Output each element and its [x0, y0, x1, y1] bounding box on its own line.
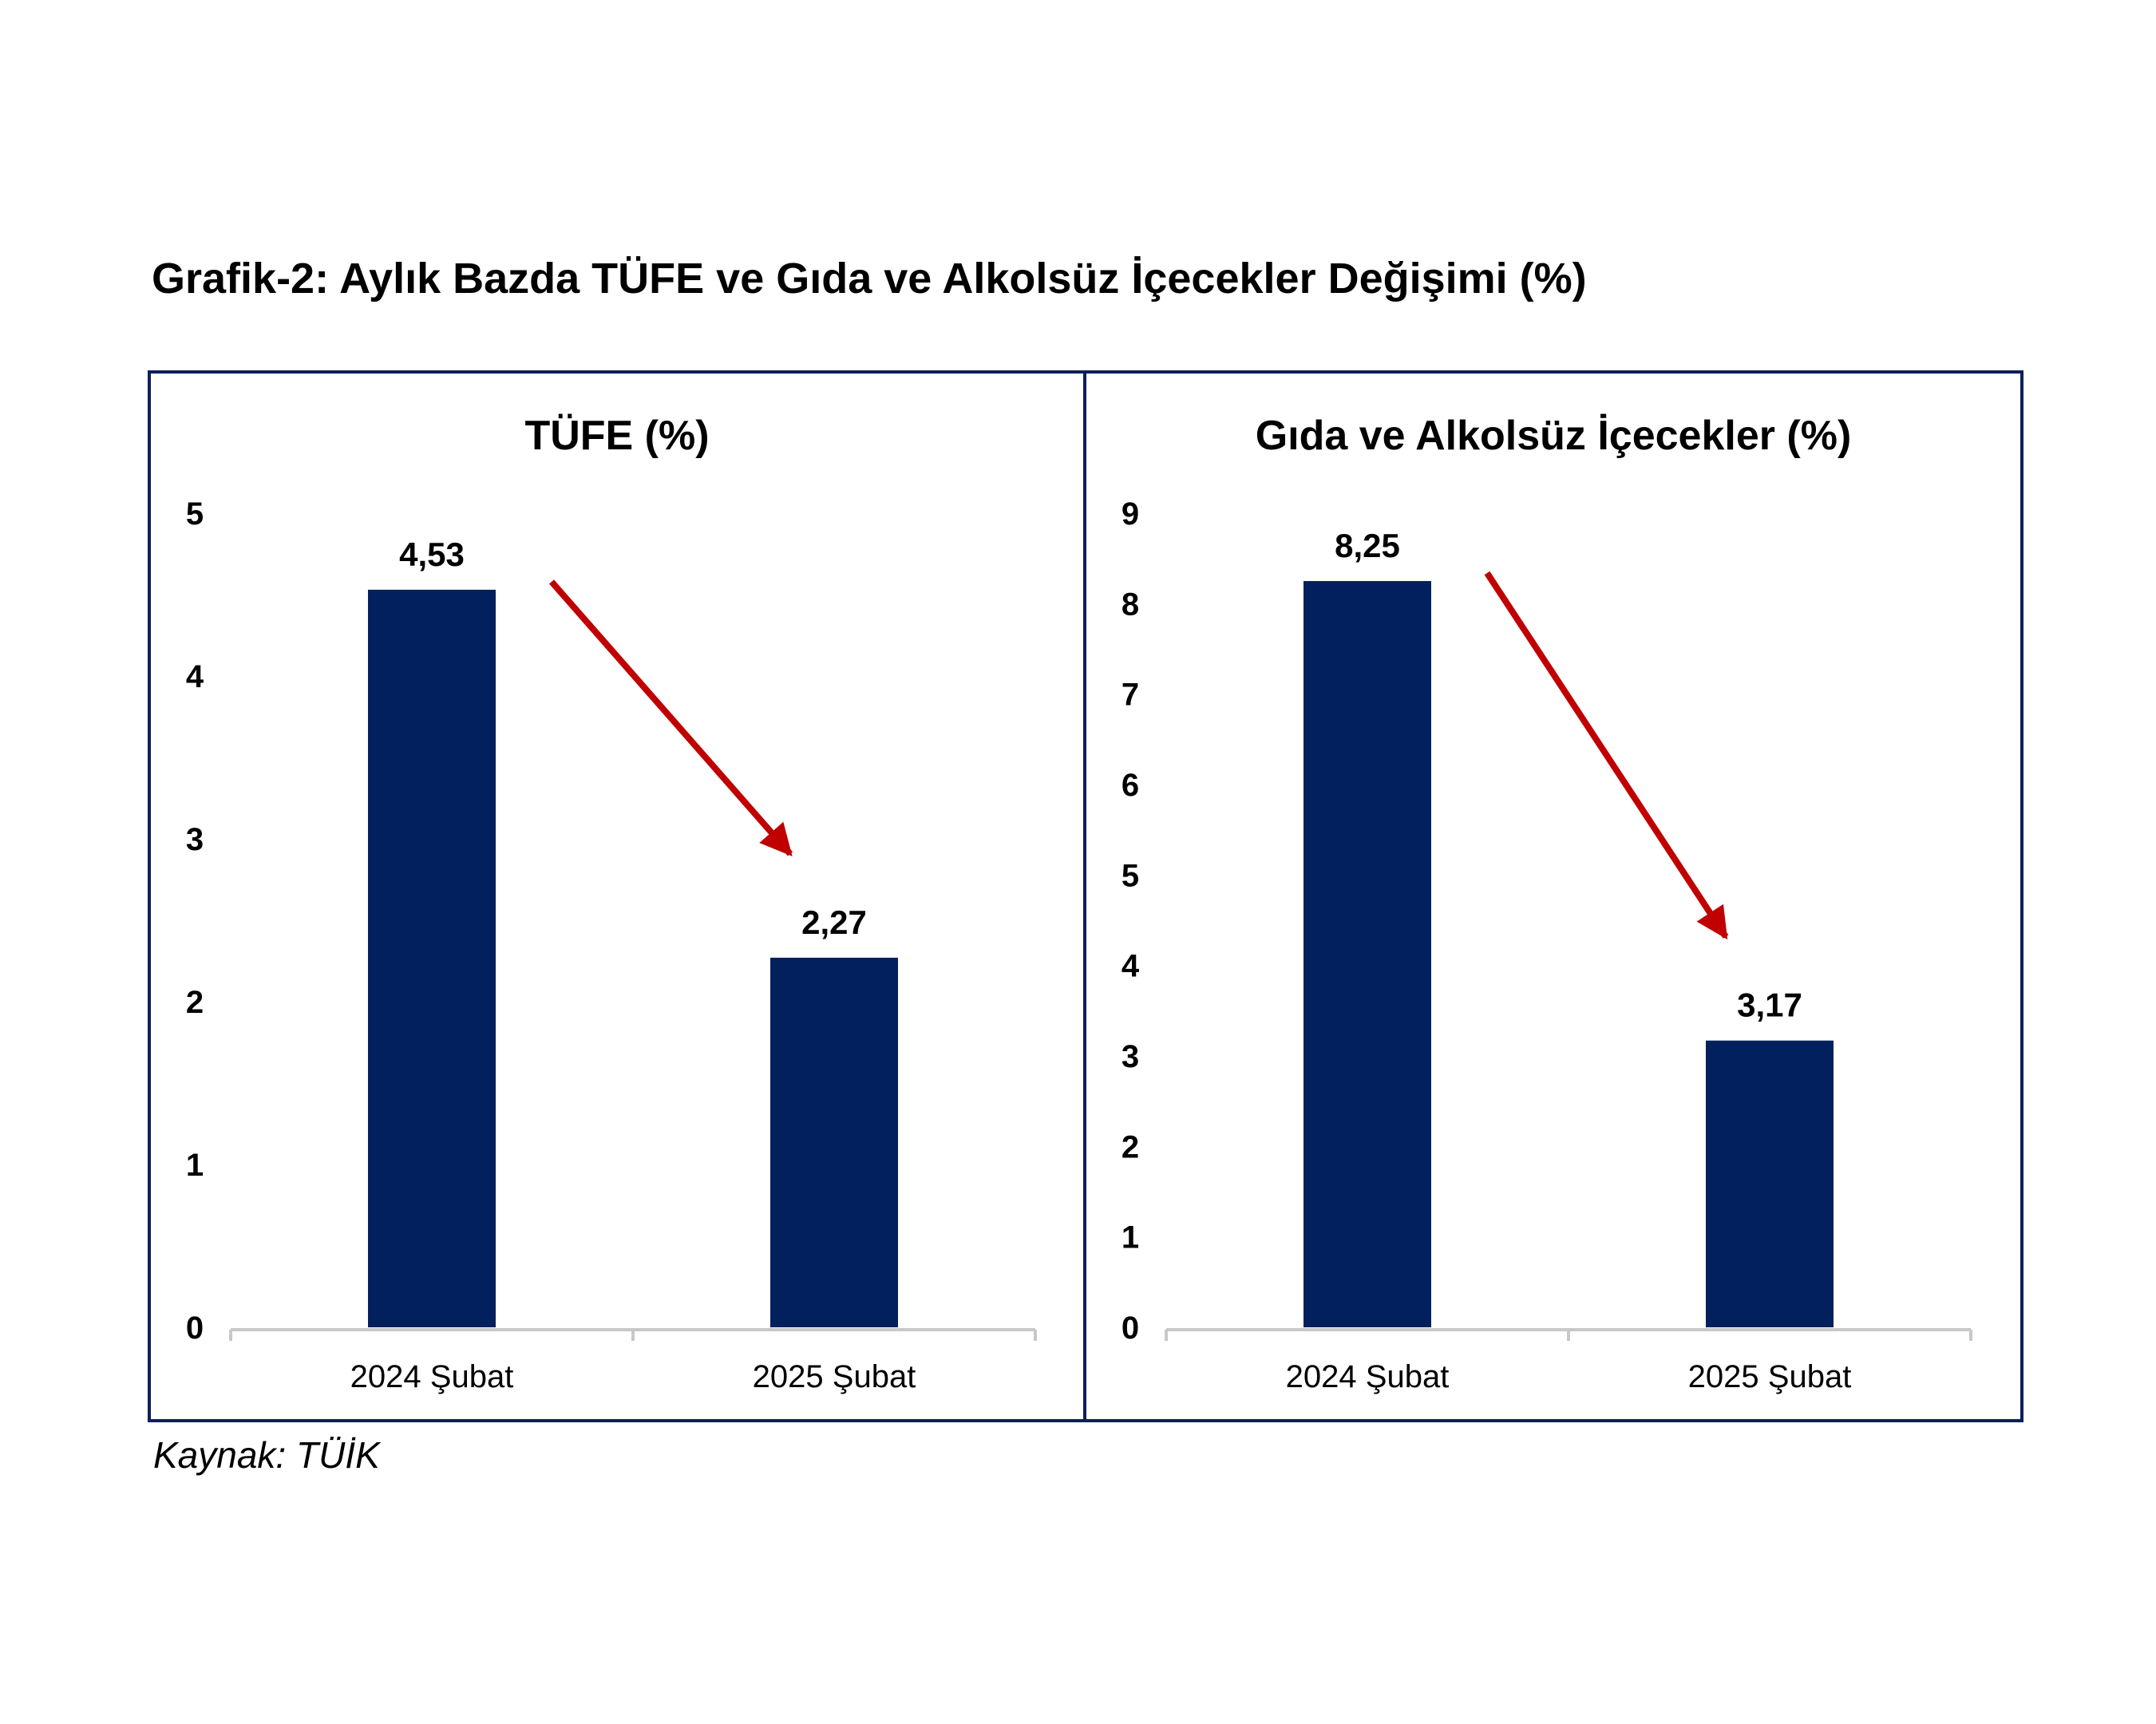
- y-tick-label-8: 8: [1122, 587, 1139, 622]
- bar-1: [770, 957, 898, 1327]
- chart-panel-tufe: TÜFE (%) 0 1 2 3 4 5 4,53 2024 Şubat 2,27 2025 Şu…: [148, 370, 1086, 1422]
- trend-arrow: [548, 579, 793, 856]
- y-tick-label-4: 4: [1122, 949, 1140, 984]
- category-label-1: 2025 Şubat: [1688, 1359, 1852, 1394]
- data-label-1: 3,17: [1737, 987, 1802, 1024]
- y-tick-label-5: 5: [1122, 858, 1139, 893]
- bar-0: [368, 589, 496, 1327]
- tufe-bar-chart: 0 1 2 3 4 5 4,53 2024 Şubat 2,27 2025 Şubat: [186, 496, 1037, 1394]
- trend-arrow: [1484, 571, 1729, 940]
- y-tick-label-0: 0: [1122, 1311, 1139, 1346]
- data-label-0: 8,25: [1335, 527, 1400, 564]
- y-tick-label-3: 3: [1122, 1039, 1139, 1074]
- source-note: Kaynak: TÜİK: [153, 1434, 380, 1476]
- gida-bar-chart: 0 1 2 3 4 5 6 7 8 9 8,25 2024 Şubat 3,17 2025 Şubat: [1122, 496, 1972, 1394]
- y-tick-label-2: 2: [1122, 1129, 1139, 1164]
- chart-title: TÜFE (%): [524, 413, 710, 459]
- bar-1: [1706, 1040, 1834, 1327]
- category-label-1: 2025 Şubat: [753, 1359, 916, 1394]
- y-tick-label-2: 2: [186, 985, 204, 1020]
- bar-0: [1303, 581, 1431, 1327]
- y-tick-label-3: 3: [186, 822, 204, 857]
- y-tick-label-7: 7: [1122, 678, 1139, 713]
- category-label-0: 2024 Şubat: [350, 1359, 514, 1394]
- chart-title: Gıda ve Alkolsüz İçecekler (%): [1255, 413, 1852, 459]
- category-label-0: 2024 Şubat: [1286, 1359, 1450, 1394]
- y-tick-label-1: 1: [186, 1148, 204, 1183]
- y-tick-label-9: 9: [1122, 496, 1139, 532]
- y-tick-label-0: 0: [186, 1311, 204, 1346]
- y-tick-label-1: 1: [1122, 1220, 1139, 1255]
- chart-panel-gida: Gıda ve Alkolsüz İçecekler (%) 0 1 2 3 4 5 6 7 8…: [1083, 370, 2023, 1422]
- y-tick-label-4: 4: [186, 659, 204, 694]
- data-label-1: 2,27: [801, 904, 867, 941]
- data-label-0: 4,53: [399, 536, 465, 573]
- page-title: Grafik-2: Aylık Bazda TÜFE ve Gıda ve Al…: [152, 255, 1587, 302]
- y-tick-label-5: 5: [186, 496, 204, 532]
- y-tick-label-6: 6: [1122, 768, 1139, 803]
